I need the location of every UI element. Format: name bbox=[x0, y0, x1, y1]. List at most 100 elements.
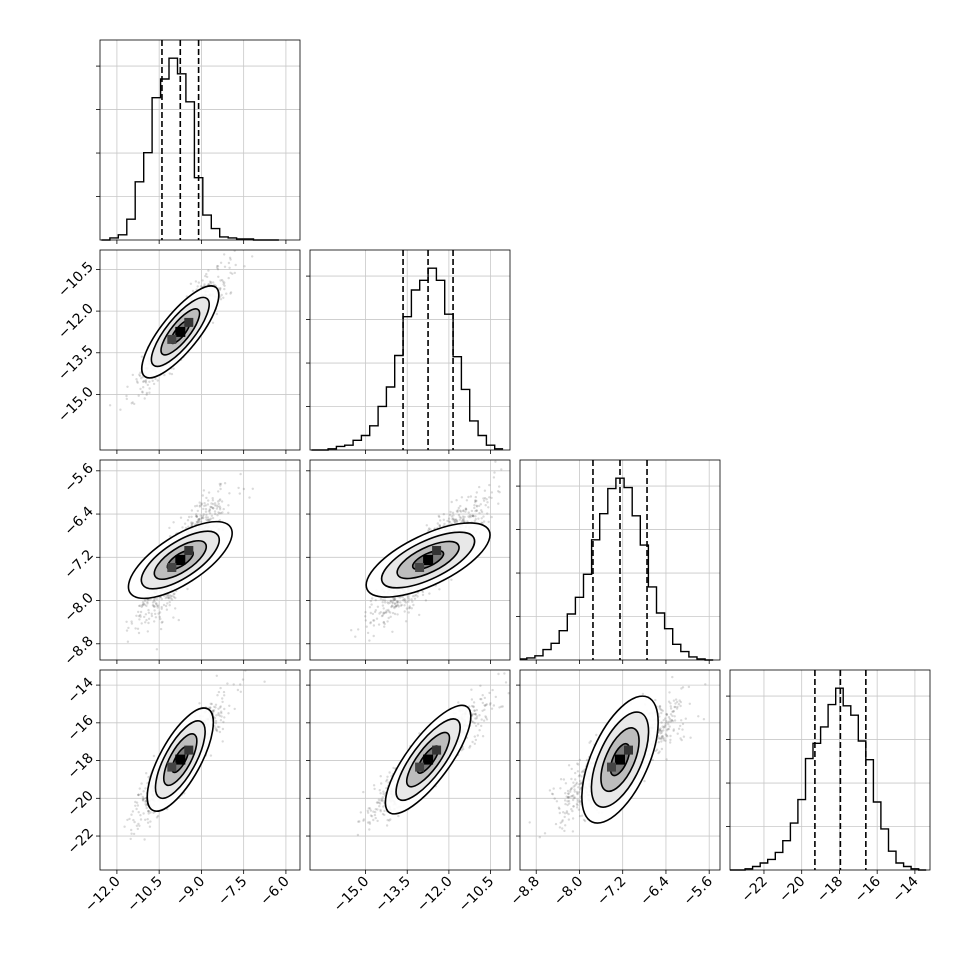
sample-point bbox=[144, 613, 148, 616]
sample-point bbox=[168, 372, 171, 375]
sample-point bbox=[579, 782, 583, 785]
sample-point bbox=[498, 485, 501, 488]
sample-point bbox=[203, 502, 206, 505]
y-tick-label: −14 bbox=[65, 675, 97, 707]
sample-point bbox=[398, 596, 402, 599]
sample-point bbox=[217, 490, 220, 493]
sample-point bbox=[369, 621, 372, 624]
sample-point bbox=[196, 518, 200, 521]
sample-point bbox=[566, 803, 569, 807]
sample-point bbox=[368, 821, 371, 824]
density-peak-bin bbox=[615, 754, 625, 765]
sample-point bbox=[664, 721, 667, 725]
sample-point bbox=[458, 518, 462, 521]
sample-point bbox=[228, 704, 231, 707]
x-tick-label: −13.5 bbox=[372, 874, 414, 916]
density-bin bbox=[184, 317, 194, 327]
sample-point bbox=[481, 694, 484, 697]
sample-point bbox=[577, 763, 580, 766]
sample-point bbox=[119, 408, 122, 411]
sample-point bbox=[386, 620, 389, 623]
sample-point bbox=[194, 505, 197, 508]
sample-point bbox=[472, 712, 475, 716]
sample-point bbox=[662, 729, 665, 732]
sample-point bbox=[580, 814, 584, 817]
x-tick-label: −16 bbox=[852, 873, 884, 905]
sample-point bbox=[477, 504, 481, 508]
sample-point bbox=[157, 612, 160, 615]
sample-point bbox=[139, 814, 142, 817]
sample-point bbox=[488, 691, 491, 695]
sample-point bbox=[392, 599, 395, 602]
sample-point bbox=[668, 691, 671, 694]
sample-point bbox=[141, 375, 144, 379]
sample-point bbox=[229, 258, 232, 261]
sample-point bbox=[373, 610, 377, 614]
sample-point bbox=[150, 612, 153, 615]
sample-point bbox=[219, 719, 223, 722]
sample-point bbox=[569, 788, 572, 792]
sample-point bbox=[195, 515, 198, 518]
sample-point bbox=[448, 520, 451, 523]
sample-point bbox=[131, 810, 135, 813]
sample-point bbox=[407, 595, 410, 598]
sample-point bbox=[453, 518, 456, 521]
sample-point bbox=[387, 610, 391, 613]
sample-point bbox=[126, 385, 129, 388]
sample-point bbox=[385, 778, 389, 781]
sample-point bbox=[153, 597, 157, 600]
sample-point bbox=[672, 729, 675, 732]
sample-point bbox=[169, 595, 172, 598]
density-bin bbox=[432, 546, 442, 555]
sample-point bbox=[130, 402, 133, 405]
sample-point bbox=[411, 595, 415, 598]
sample-point bbox=[203, 504, 206, 508]
sample-point bbox=[484, 715, 487, 718]
sample-point bbox=[407, 611, 410, 614]
sample-point bbox=[462, 509, 465, 512]
sample-point bbox=[481, 709, 484, 712]
outlier-point bbox=[223, 694, 226, 697]
sample-point bbox=[475, 499, 478, 503]
sample-point bbox=[658, 705, 661, 708]
sample-point bbox=[490, 515, 493, 519]
sample-point bbox=[209, 706, 212, 710]
sample-point bbox=[665, 719, 668, 723]
sample-point bbox=[219, 498, 222, 501]
sample-point bbox=[206, 516, 209, 519]
sample-point bbox=[561, 827, 564, 830]
sample-point bbox=[679, 724, 682, 728]
sample-point bbox=[459, 516, 463, 520]
sample-point bbox=[173, 592, 176, 595]
sample-point bbox=[676, 700, 679, 704]
sample-point bbox=[497, 490, 500, 493]
sample-point bbox=[663, 725, 666, 728]
sample-point bbox=[662, 737, 666, 740]
outlier-point bbox=[508, 666, 510, 668]
sample-point bbox=[452, 514, 455, 517]
sample-point bbox=[223, 716, 226, 719]
outlier-point bbox=[478, 729, 481, 732]
sample-point bbox=[134, 804, 137, 807]
sample-point bbox=[563, 812, 567, 815]
sample-point bbox=[164, 604, 168, 608]
x-tick-label: −12.0 bbox=[82, 874, 124, 916]
sample-point bbox=[218, 725, 221, 729]
sample-point bbox=[381, 601, 384, 604]
sample-point bbox=[595, 733, 598, 737]
outlier-point bbox=[498, 706, 501, 709]
sample-point bbox=[475, 509, 479, 513]
sample-point bbox=[465, 499, 469, 502]
outlier-point bbox=[217, 690, 221, 694]
sample-point bbox=[480, 724, 483, 728]
sample-point bbox=[438, 588, 441, 591]
sample-point bbox=[572, 781, 575, 784]
sample-point bbox=[172, 367, 175, 370]
sample-point bbox=[671, 675, 674, 679]
y-tick-label: −8.8 bbox=[61, 633, 96, 668]
panel-frame bbox=[519, 459, 721, 661]
sample-point bbox=[211, 710, 215, 713]
density-peak-bin bbox=[423, 754, 434, 765]
sample-point bbox=[131, 373, 134, 377]
sample-point bbox=[383, 611, 386, 614]
